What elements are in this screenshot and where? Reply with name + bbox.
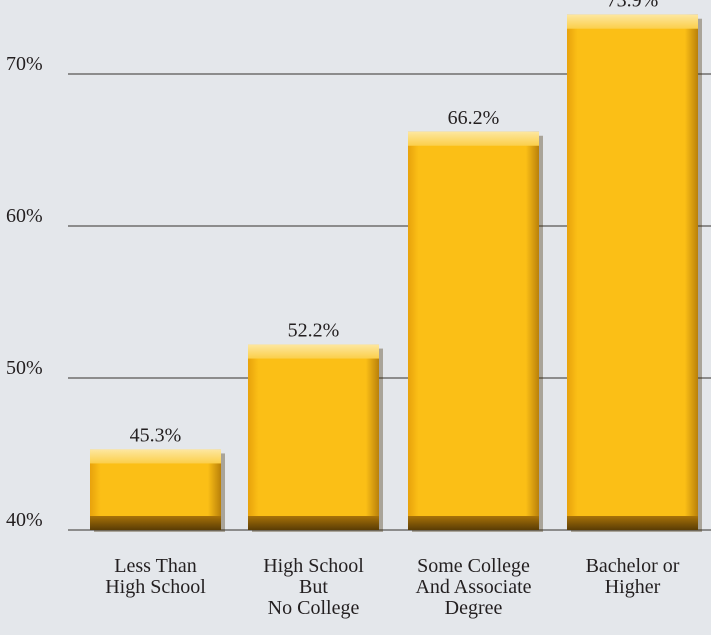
x-category-label: High School But No College	[263, 555, 364, 619]
bar	[408, 131, 543, 532]
y-tick-label: 60%	[6, 205, 43, 227]
x-category-label-line: High School	[263, 555, 364, 577]
bar-body	[567, 14, 698, 531]
bar	[90, 449, 225, 532]
bar-value-label: 52.2%	[288, 320, 340, 342]
bar-bottom-bevel	[248, 516, 379, 530]
x-category-label: Bachelor or Higher	[586, 555, 680, 598]
x-category-label-line: Some College	[417, 555, 530, 577]
bar-top-bevel	[90, 449, 221, 464]
bar-bottom-bevel	[90, 516, 221, 530]
y-tick-label: 70%	[6, 53, 43, 75]
labels: 40%50%60%70%45.3%Less Than High School52.…	[6, 0, 680, 619]
x-category-label-line: And Associate	[415, 576, 531, 598]
bar-bottom-bevel	[567, 516, 698, 530]
bar-top-bevel	[567, 14, 698, 29]
bar-bottom-bevel	[408, 516, 539, 530]
x-category-label-line: Bachelor or	[586, 555, 680, 577]
bar-body	[248, 344, 379, 530]
bar-value-label: 73.9%	[607, 0, 659, 12]
bar	[248, 344, 383, 532]
x-category-label-line: High School	[105, 576, 206, 598]
x-category-label: Less Than High School	[105, 555, 206, 598]
x-category-label-line: Less Than	[114, 555, 196, 577]
bar-body	[408, 131, 539, 530]
y-tick-label: 50%	[6, 357, 43, 379]
x-category-label-line: But	[299, 576, 328, 598]
x-category-label-line: Higher	[605, 576, 661, 598]
bar-top-bevel	[408, 131, 539, 146]
bar-value-label: 45.3%	[130, 424, 182, 446]
bar-top-bevel	[248, 344, 379, 359]
x-category-label-line: Degree	[445, 597, 503, 619]
y-tick-label: 40%	[6, 509, 43, 531]
bars	[90, 14, 702, 533]
bar	[567, 14, 702, 533]
bar-value-label: 66.2%	[448, 107, 500, 129]
x-category-label: Some College And Associate Degree	[415, 555, 531, 619]
x-category-label-line: No College	[268, 597, 360, 619]
